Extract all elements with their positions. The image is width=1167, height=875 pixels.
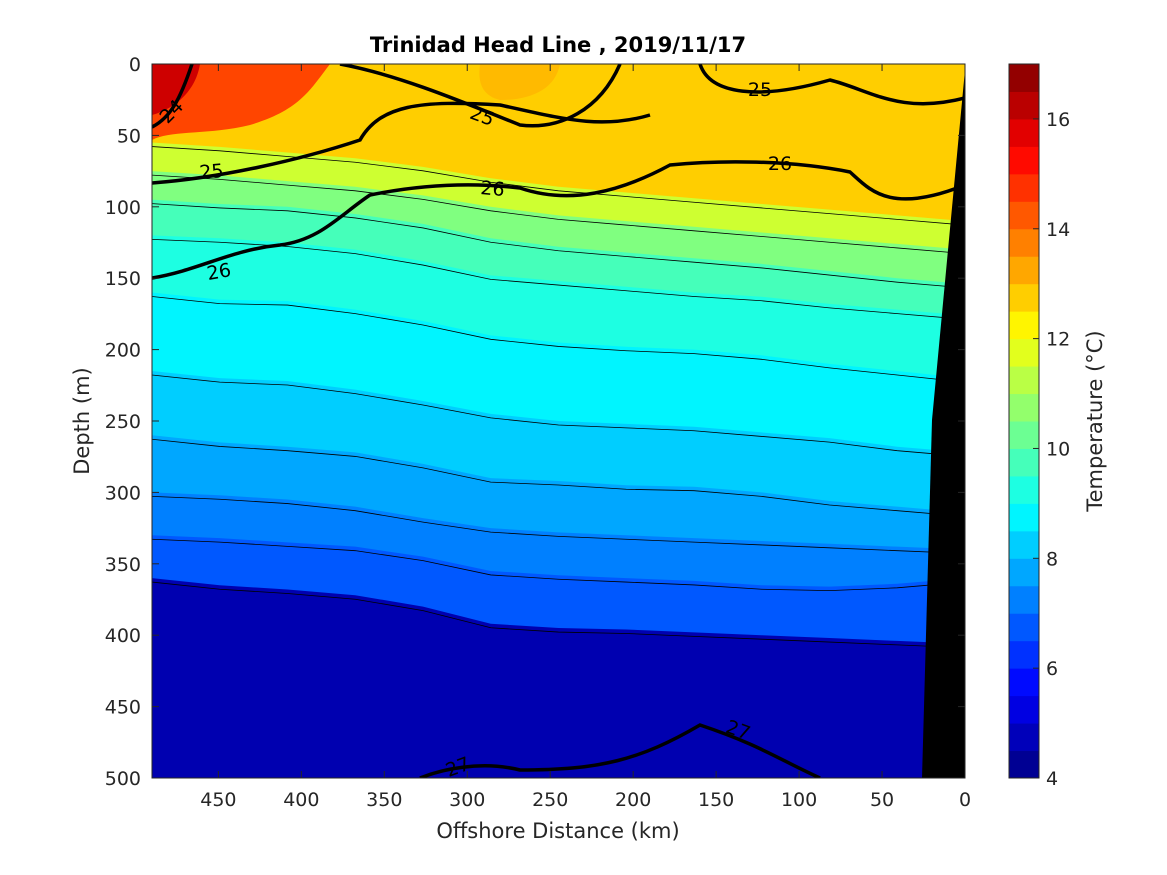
contour-label: 25 — [748, 79, 772, 101]
x-tick-label: 100 — [781, 789, 817, 811]
y-tick-label: 500 — [105, 768, 141, 790]
y-tick-label: 300 — [105, 482, 141, 504]
y-tick-label: 450 — [105, 697, 141, 719]
x-tick-label: 450 — [200, 789, 236, 811]
colorbar-band — [1009, 558, 1039, 587]
isotherm-line — [152, 238, 965, 320]
colorbar-band — [1009, 311, 1039, 340]
colorbar-band — [1009, 503, 1039, 532]
colorbar-band — [1009, 173, 1039, 202]
x-tick-label: 350 — [366, 789, 402, 811]
x-tick-label: 0 — [959, 789, 971, 811]
contour-label: 26 — [480, 177, 506, 201]
y-tick-label: 400 — [105, 625, 141, 647]
colorbar-frame — [1008, 63, 1040, 779]
colorbar-band — [1009, 421, 1039, 449]
colorbar-band — [1009, 585, 1039, 614]
colorbar-tick-label: 10 — [1046, 438, 1070, 460]
colorbar-band — [1009, 146, 1039, 175]
warm-surface-patch — [479, 64, 560, 100]
isotherm-line — [152, 174, 965, 255]
chart-title: Trinidad Head Line , 2019/11/17 — [370, 33, 746, 57]
y-tick-label: 150 — [105, 268, 141, 290]
colorbar-tick-label: 14 — [1046, 219, 1070, 241]
colorbar-band — [1009, 91, 1039, 120]
isotherm-bands — [152, 64, 965, 644]
colorbar-tick-label: 6 — [1046, 658, 1058, 680]
colorbar-band — [1009, 750, 1039, 779]
y-tick-label: 100 — [105, 197, 141, 219]
y-tick-label: 250 — [105, 411, 141, 433]
bottom-mask — [922, 70, 965, 778]
contour-label: 25 — [198, 160, 224, 184]
isotherm-line — [152, 581, 965, 649]
colorbar-band — [1009, 640, 1039, 669]
isotherm-line — [152, 438, 965, 517]
warm-surface-band — [152, 64, 330, 140]
colorbar-band — [1009, 338, 1039, 367]
colorbar-band — [1009, 448, 1039, 477]
density-contour — [152, 160, 965, 280]
y-tick-label: 200 — [105, 340, 141, 362]
y-tick-label: 0 — [129, 54, 141, 76]
colorbar-ticks: 4 6 8 10 12 14 16 — [1033, 109, 1070, 790]
y-axis-label: Depth (m) — [70, 367, 94, 474]
isotherm-line — [152, 296, 965, 383]
colorbar-band — [1009, 530, 1039, 559]
y-axis-ticks: 0 50 100 150 200 250 300 350 400 450 500 — [105, 54, 965, 790]
density-contour — [339, 64, 622, 128]
colorbar-band — [1009, 366, 1039, 395]
x-tick-label: 200 — [615, 789, 651, 811]
colorbar-band — [1009, 393, 1039, 422]
plot-area — [152, 64, 965, 778]
x-tick-label: 50 — [870, 789, 894, 811]
colorbar-band — [1009, 475, 1039, 504]
density-contour — [152, 64, 194, 129]
colorbar-tick-label: 8 — [1046, 548, 1058, 570]
colorbar-band — [1009, 201, 1039, 230]
isotherm-line — [152, 374, 965, 457]
colorbar-tick-label: 4 — [1046, 768, 1058, 790]
isotherm-line — [152, 496, 965, 554]
colorbar-band — [1009, 228, 1039, 257]
density-contour — [152, 101, 651, 185]
colorbar-band — [1009, 256, 1039, 285]
colorbar-band — [1009, 723, 1039, 752]
x-axis-ticks: 450 400 350 300 250 200 150 100 50 0 — [200, 64, 971, 811]
colorbar-band — [1009, 613, 1039, 642]
colorbar-tick-label: 16 — [1046, 109, 1070, 131]
isotherm-line — [152, 146, 965, 226]
colorbar-tick-label: 12 — [1046, 329, 1070, 351]
contour-label: 26 — [205, 259, 233, 285]
x-tick-label: 250 — [532, 789, 568, 811]
colorbar — [1009, 64, 1039, 779]
x-tick-label: 150 — [698, 789, 734, 811]
colorbar-band — [1009, 283, 1039, 312]
y-tick-label: 50 — [117, 125, 141, 147]
contour-label: 26 — [768, 153, 792, 175]
x-tick-label: 300 — [449, 789, 485, 811]
isotherm-line — [152, 538, 965, 592]
colorbar-label: Temperature (°C) — [1083, 330, 1107, 512]
colorbar-band — [1009, 118, 1039, 147]
density-contour — [419, 723, 821, 778]
isotherm-band — [152, 64, 965, 222]
thick-contours — [152, 64, 965, 778]
colorbar-band — [1009, 64, 1039, 92]
x-axis-label: Offshore Distance (km) — [436, 819, 679, 843]
density-contour — [698, 64, 965, 106]
x-tick-label: 400 — [283, 789, 319, 811]
y-tick-label: 350 — [105, 554, 141, 576]
colorbar-band — [1009, 668, 1039, 697]
colorbar-band — [1009, 695, 1039, 724]
isotherm-line — [152, 203, 965, 289]
thin-contours — [152, 146, 965, 649]
